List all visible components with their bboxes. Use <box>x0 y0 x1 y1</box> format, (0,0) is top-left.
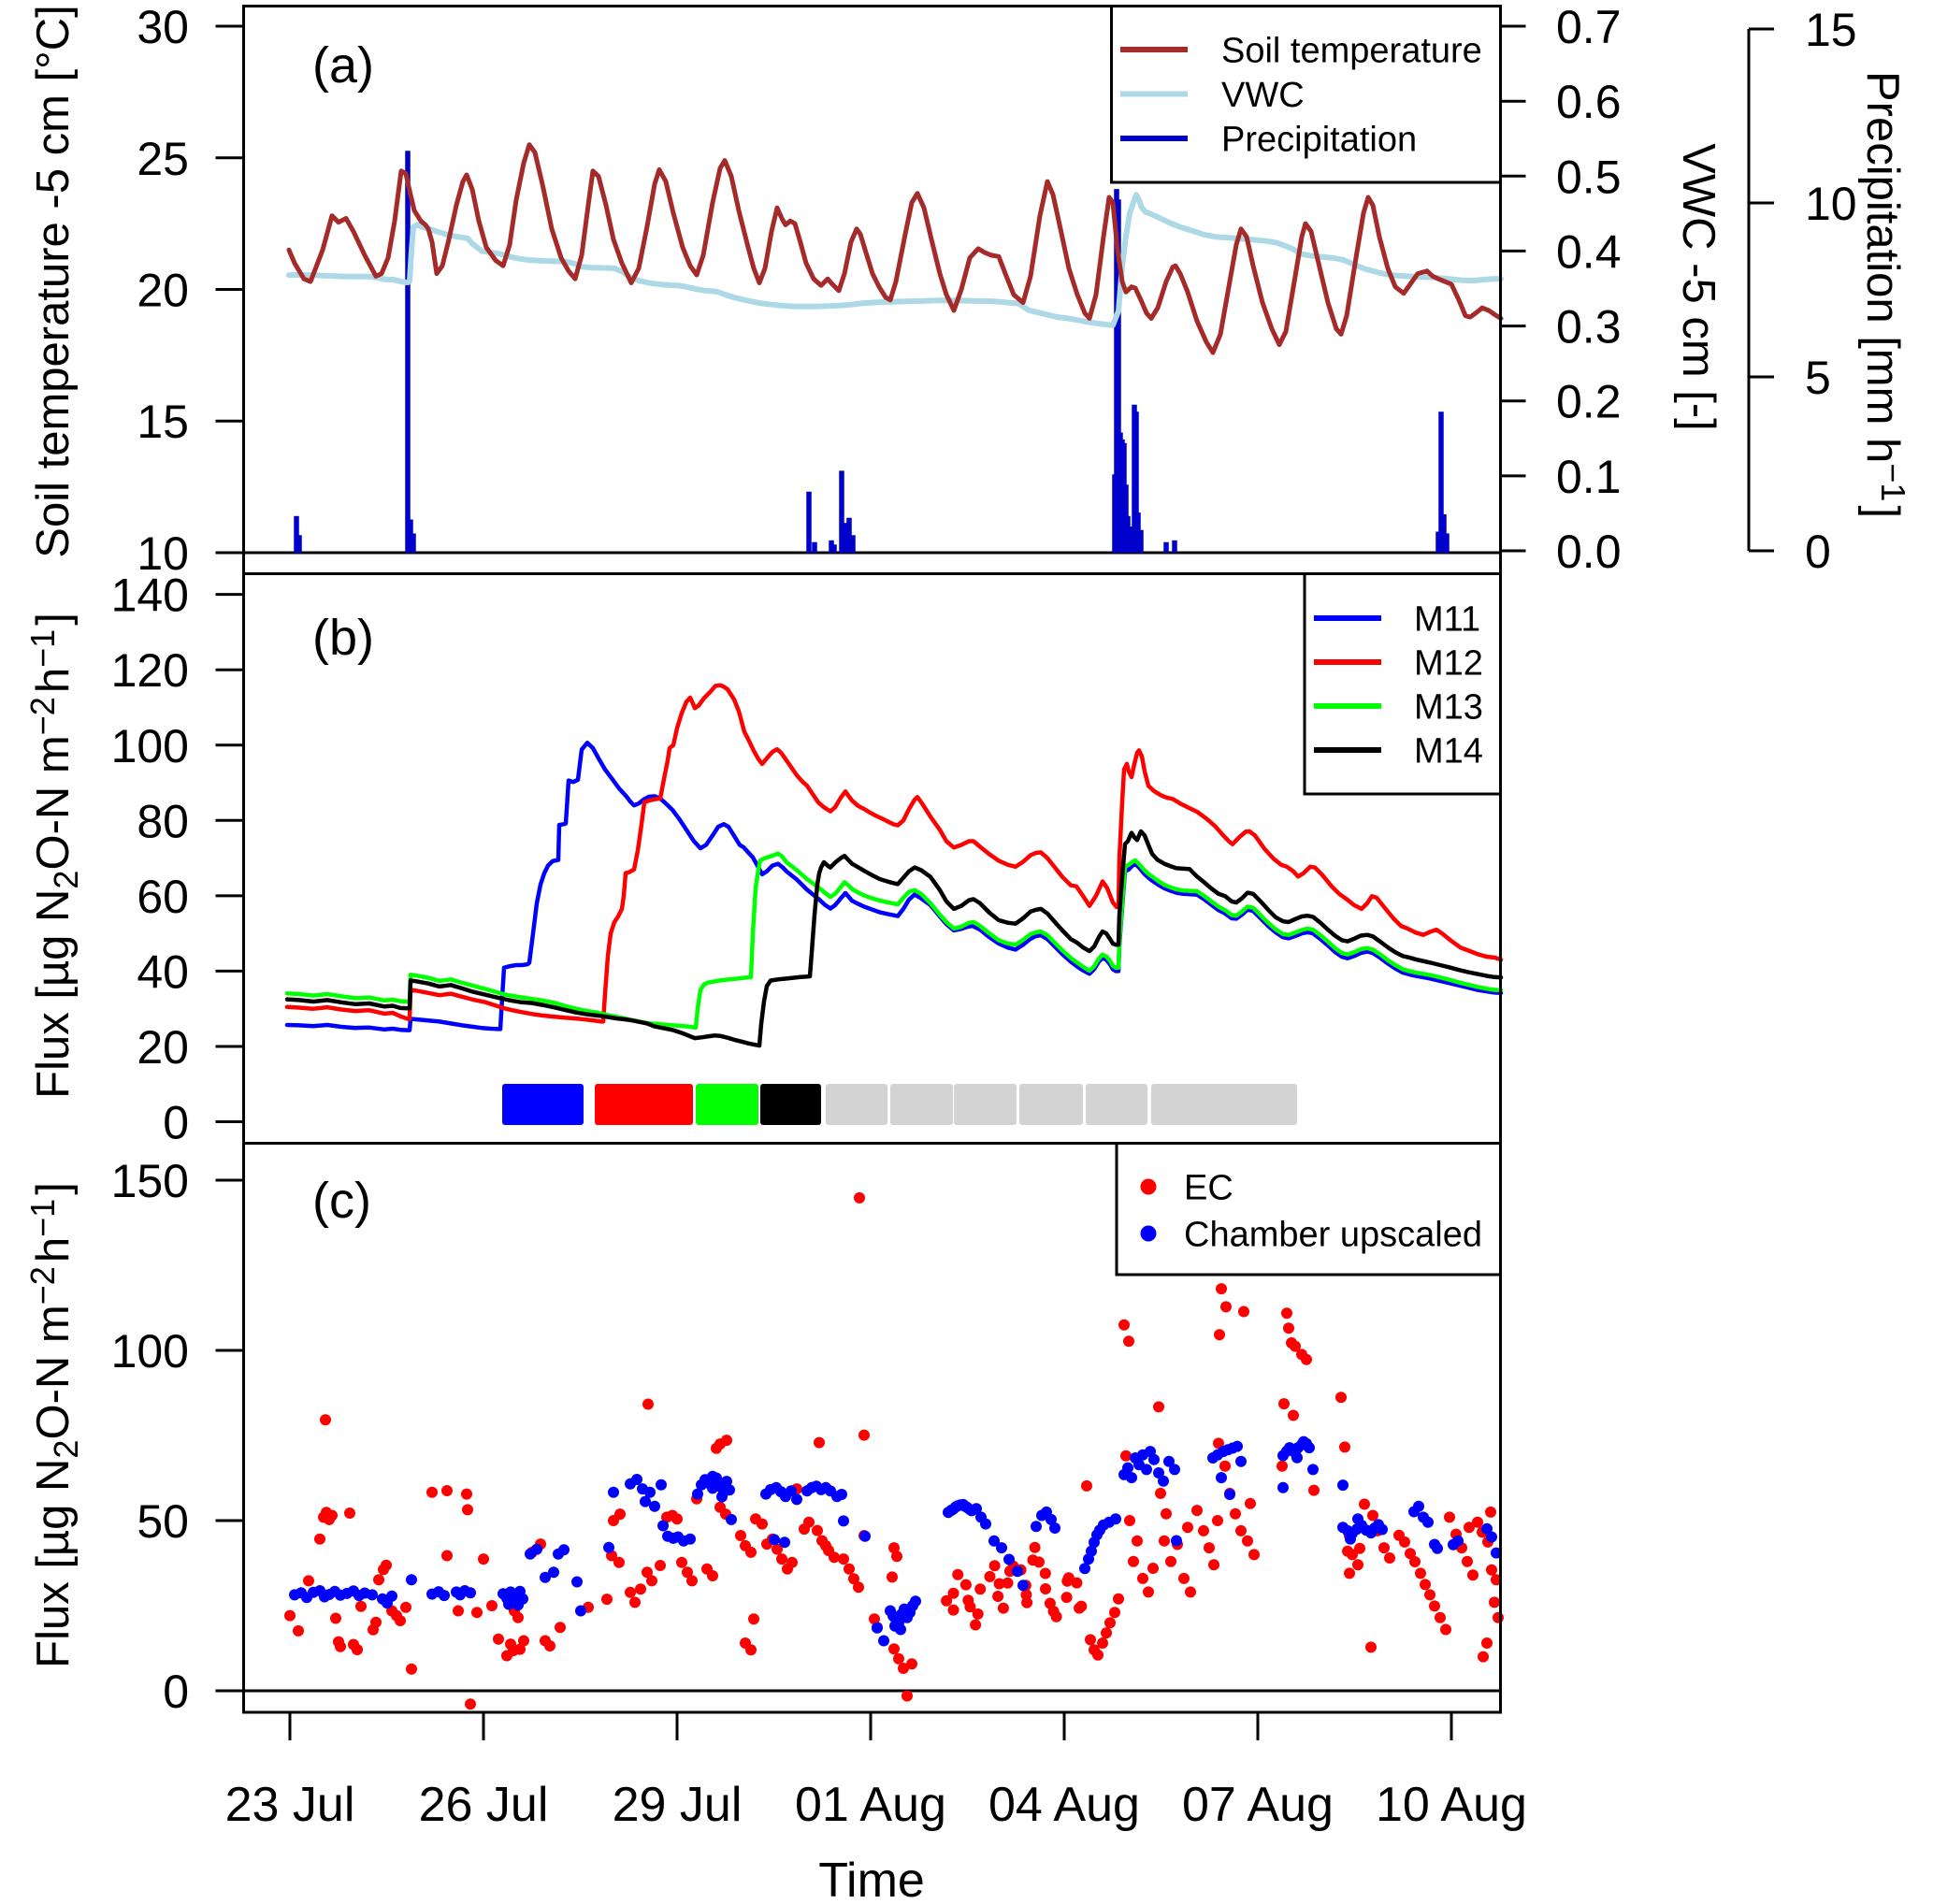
svg-text:0: 0 <box>1805 526 1831 578</box>
svg-text:23 Jul: 23 Jul <box>225 1778 355 1832</box>
svg-text:15: 15 <box>1805 4 1857 56</box>
svg-text:01 Aug: 01 Aug <box>795 1778 946 1832</box>
svg-text:60: 60 <box>137 871 189 923</box>
svg-text:07 Aug: 07 Aug <box>1182 1778 1334 1832</box>
svg-text:Soil temperature: Soil temperature <box>1221 32 1482 71</box>
svg-text:Flux [µg N2O-N m−2 h−1 ]: Flux [µg N2O-N m−2 h−1 ] <box>23 1182 85 1668</box>
svg-text:0: 0 <box>163 1097 189 1149</box>
svg-text:20: 20 <box>137 265 189 317</box>
svg-text:EC: EC <box>1184 1169 1233 1208</box>
svg-text:100: 100 <box>111 720 189 772</box>
svg-text:0.7: 0.7 <box>1556 1 1622 53</box>
svg-text:30: 30 <box>137 1 189 53</box>
svg-text:0.0: 0.0 <box>1556 526 1622 578</box>
svg-text:0.4: 0.4 <box>1556 225 1622 278</box>
svg-text:150: 150 <box>111 1155 189 1207</box>
svg-text:40: 40 <box>137 945 189 998</box>
svg-text:M12: M12 <box>1414 644 1483 684</box>
svg-text:(a): (a) <box>312 37 374 94</box>
svg-text:10 Aug: 10 Aug <box>1376 1778 1527 1832</box>
svg-text:15: 15 <box>137 396 189 448</box>
svg-text:0.5: 0.5 <box>1556 151 1622 203</box>
svg-text:Flux [µg N2O-N m−2 h−1 ]: Flux [µg N2O-N m−2 h−1 ] <box>23 613 85 1099</box>
svg-text:80: 80 <box>137 795 189 847</box>
svg-text:M13: M13 <box>1414 688 1483 728</box>
svg-text:M14: M14 <box>1414 732 1483 772</box>
svg-text:10: 10 <box>1805 178 1857 230</box>
svg-text:Soil temperature -5 cm [°C]: Soil temperature -5 cm [°C] <box>28 5 79 557</box>
svg-text:M11: M11 <box>1414 600 1480 640</box>
svg-text:50: 50 <box>137 1495 189 1548</box>
svg-text:0.2: 0.2 <box>1556 376 1622 428</box>
svg-text:0.6: 0.6 <box>1556 76 1622 128</box>
svg-text:VWC -5 cm [-]: VWC -5 cm [-] <box>1673 143 1724 431</box>
svg-text:0.3: 0.3 <box>1556 301 1622 353</box>
svg-text:5: 5 <box>1805 352 1831 404</box>
svg-text:100: 100 <box>111 1325 189 1378</box>
svg-text:20: 20 <box>137 1021 189 1074</box>
svg-text:Chamber upscaled: Chamber upscaled <box>1184 1216 1482 1255</box>
svg-text:Precipitation [mm h−1 ]: Precipitation [mm h−1 ] <box>1857 71 1912 518</box>
svg-text:29 Jul: 29 Jul <box>613 1778 743 1832</box>
svg-text:25: 25 <box>137 133 189 185</box>
svg-text:04 Aug: 04 Aug <box>988 1778 1140 1832</box>
svg-text:(c): (c) <box>312 1173 371 1229</box>
svg-text:0.1: 0.1 <box>1556 451 1622 503</box>
svg-text:Time: Time <box>818 1854 925 1904</box>
svg-text:(b): (b) <box>312 610 374 666</box>
svg-text:140: 140 <box>111 570 189 622</box>
svg-text:26 Jul: 26 Jul <box>419 1778 549 1832</box>
svg-text:120: 120 <box>111 644 189 697</box>
svg-text:VWC: VWC <box>1221 76 1305 115</box>
svg-text:0: 0 <box>163 1666 189 1718</box>
svg-text:10: 10 <box>137 527 189 580</box>
svg-text:Precipitation: Precipitation <box>1221 121 1417 160</box>
